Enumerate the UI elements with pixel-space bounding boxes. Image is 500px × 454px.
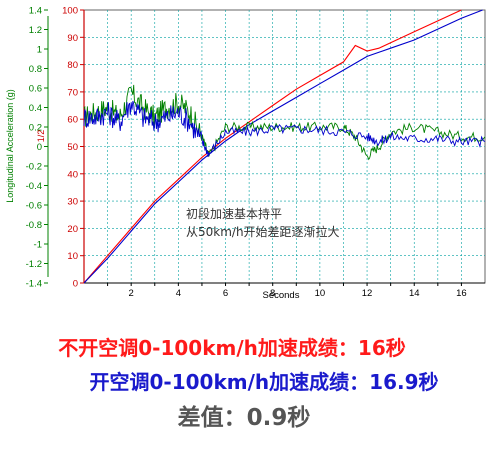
caption-no-ac: 不开空调0-100km/h加速成绩：16秒 xyxy=(58,336,406,360)
annotation-line-1: 初段加速基本持平 xyxy=(186,206,282,221)
left-tick-label: 1.4 xyxy=(29,6,42,17)
left-tick-label: -0.2 xyxy=(26,162,42,173)
x-tick-label: 12 xyxy=(362,288,373,299)
x-tick-label: 8 xyxy=(270,288,275,299)
annotation-line-2: 从50km/h开始差距逐渐拉大 xyxy=(186,224,340,239)
speed-tick-label: 40 xyxy=(67,169,78,180)
left-tick-label: -1.4 xyxy=(26,279,42,290)
left-tick-label: 0.8 xyxy=(29,64,42,75)
x-tick-label: 4 xyxy=(176,288,181,299)
left-tick-label: -0.4 xyxy=(26,181,42,192)
speed-tick-label: 60 xyxy=(67,115,78,126)
left-tick-label: -1 xyxy=(34,240,42,251)
speed-line-no-ac xyxy=(83,9,462,284)
speed-tick-label: 20 xyxy=(67,224,78,235)
grid-lines xyxy=(47,10,485,284)
accel-trace-with-ac xyxy=(83,100,486,157)
speed-tick-label: 80 xyxy=(67,60,78,71)
speed-curves xyxy=(83,9,483,284)
caption-difference: 差值：0.9秒 xyxy=(177,405,311,431)
left-axis-label: Longitudinal Acceleration (g) xyxy=(5,89,15,203)
left-tick-label: -0.8 xyxy=(26,220,42,231)
left-tick-label: 1.2 xyxy=(29,25,42,36)
acceleration-traces xyxy=(83,84,486,161)
x-tick-label: 2 xyxy=(129,288,134,299)
speed-tick-label: 10 xyxy=(67,251,78,262)
x-tick-label: 10 xyxy=(315,288,326,299)
acceleration-chart: 1.4 1.2 1 0.8 0.6 0.4 0.2 0 -0.2 -0.4 -0.6 -0.8 -1 -1… xyxy=(5,6,486,301)
accel-trace-no-ac xyxy=(83,84,486,161)
speed-tick-label: 30 xyxy=(67,197,78,208)
left-tick-label: 0 xyxy=(37,142,42,153)
left-tick-label: 0.6 xyxy=(29,84,42,95)
left-axis-ticks: 1.4 1.2 1 0.8 0.6 0.4 0.2 0 -0.2 -0.4 -0.6 -0.8 -1 -1… xyxy=(26,6,48,290)
x-tick-label: 14 xyxy=(409,288,420,299)
left-tick-label: -0.6 xyxy=(26,201,42,212)
x-axis-ticks: 2 4 6 8 10 12 14 16 xyxy=(107,283,467,299)
left-tick-label: 1 xyxy=(37,45,42,56)
x-tick-label: 6 xyxy=(223,288,228,299)
x-axis-label: Seconds xyxy=(263,290,300,301)
x-tick-label: 16 xyxy=(456,288,467,299)
speed-tick-label: 50 xyxy=(67,142,78,153)
speed-tick-label: 0 xyxy=(73,279,78,290)
speed-tick-label: 90 xyxy=(67,33,78,44)
speed-tick-label: 70 xyxy=(67,87,78,98)
left-tick-label: -1.2 xyxy=(26,259,42,270)
speed-tick-label: 100 xyxy=(62,6,78,17)
speed-line-with-ac xyxy=(83,9,483,284)
left-tick-label: 0.2 xyxy=(29,123,42,134)
caption-with-ac: 开空调0-100km/h加速成绩：16.9秒 xyxy=(89,370,439,394)
left-tick-label: 0.4 xyxy=(29,103,42,114)
right-axis-label-fragment: 1/2 xyxy=(36,130,46,143)
